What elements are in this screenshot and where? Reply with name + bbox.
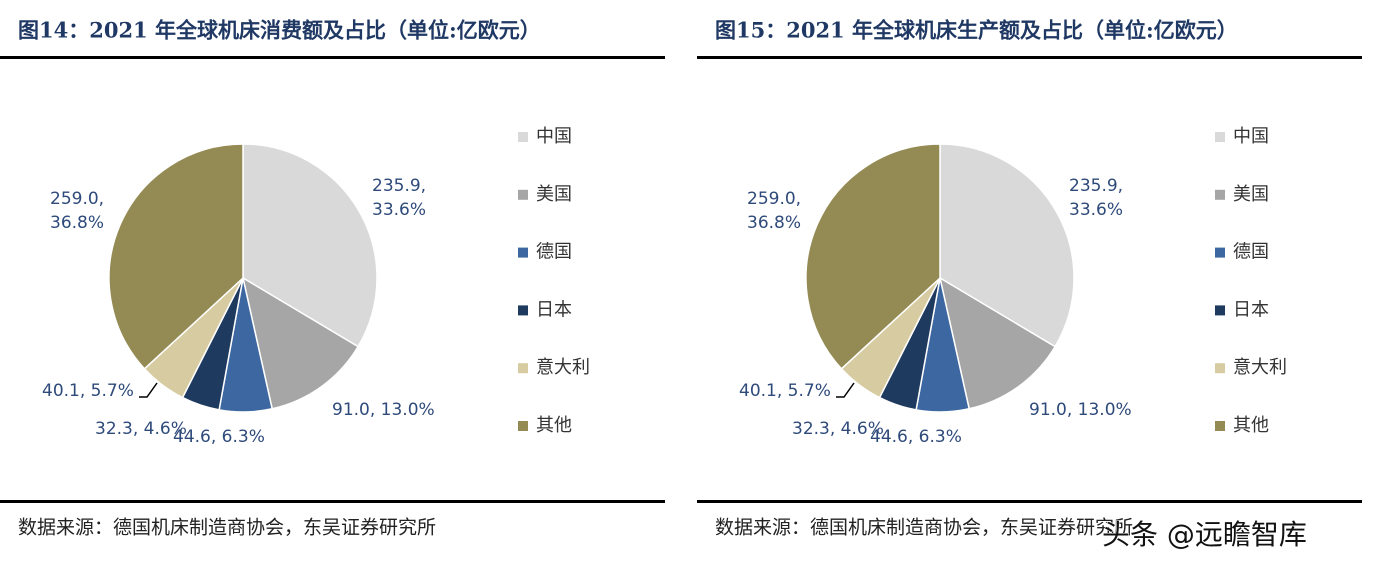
data-label-line: 33.6% — [1069, 200, 1123, 220]
legend-swatch — [1215, 421, 1225, 431]
legend-label: 其他 — [536, 415, 572, 436]
data-label-line: 235.9, — [372, 176, 431, 196]
data-label: 40.1, 5.7% — [42, 381, 134, 401]
legend-swatch — [518, 132, 528, 142]
data-label-line: 259.0, — [50, 189, 109, 209]
legend-swatch — [1215, 363, 1225, 374]
data-label: 235.9, 33.6% — [1069, 176, 1128, 220]
data-label: 44.6, 6.3% — [870, 427, 962, 447]
legend-label: 意大利 — [536, 357, 590, 378]
legend-label: 德国 — [1233, 242, 1269, 263]
data-label: 32.3, 4.6% — [792, 419, 884, 439]
legend-label: 中国 — [1233, 126, 1269, 147]
pie-slice — [242, 143, 378, 348]
data-label: 44.6, 6.3% — [173, 427, 265, 447]
legend-swatch — [518, 363, 528, 374]
title-rule — [697, 56, 1362, 59]
legend-swatch — [1215, 305, 1225, 316]
legend-label: 德国 — [536, 242, 572, 263]
data-label-line: 259.0, — [747, 189, 806, 209]
legend-label: 美国 — [1233, 184, 1269, 205]
legend-swatch — [518, 305, 528, 316]
watermark: 头条 @远瞻智库 — [1102, 518, 1307, 551]
data-label-line: 36.8% — [747, 213, 801, 233]
chart-title: 图15：2021 年全球机床生产额及占比（单位:亿欧元） — [715, 18, 1238, 43]
pie-slice — [938, 276, 1057, 410]
legend-label: 意大利 — [1233, 357, 1287, 378]
legend-label: 日本 — [1233, 299, 1269, 320]
data-label: 235.9, 33.6% — [372, 176, 431, 220]
leader-line — [836, 382, 855, 398]
leader-line — [139, 382, 158, 398]
data-label: 91.0, 13.0% — [1029, 400, 1132, 420]
source: 数据来源：德国机床制造商协会，东吴证券研究所 — [715, 517, 1133, 539]
legend-label: 其他 — [1233, 415, 1269, 436]
legend-swatch — [1215, 132, 1225, 142]
data-label-line: 36.8% — [50, 213, 104, 233]
source-rule — [697, 500, 1362, 503]
pie-slice — [939, 143, 1075, 348]
chart-title: 图14：2021 年全球机床消费额及占比（单位:亿欧元） — [18, 18, 541, 43]
data-label-line: 33.6% — [372, 200, 426, 220]
legend-label: 美国 — [536, 184, 572, 205]
legend-swatch — [1215, 189, 1225, 200]
data-label: 259.0, 36.8% — [50, 189, 109, 233]
pie-slice — [241, 276, 360, 410]
legend-swatch — [518, 421, 528, 431]
pie-slice — [805, 143, 941, 370]
legend-swatch — [518, 247, 528, 258]
data-label-line: 235.9, — [1069, 176, 1128, 196]
legend-label: 日本 — [536, 299, 572, 320]
pie-slice — [108, 143, 244, 370]
data-label: 32.3, 4.6% — [95, 419, 187, 439]
legend-swatch — [518, 189, 528, 200]
source-rule — [0, 500, 665, 503]
source: 数据来源：德国机床制造商协会，东吴证券研究所 — [18, 517, 436, 539]
legend-swatch — [1215, 247, 1225, 258]
data-label: 259.0, 36.8% — [747, 189, 806, 233]
legend-label: 中国 — [536, 126, 572, 147]
data-label: 40.1, 5.7% — [739, 381, 831, 401]
title-rule — [0, 56, 665, 59]
data-label: 91.0, 13.0% — [332, 400, 435, 420]
